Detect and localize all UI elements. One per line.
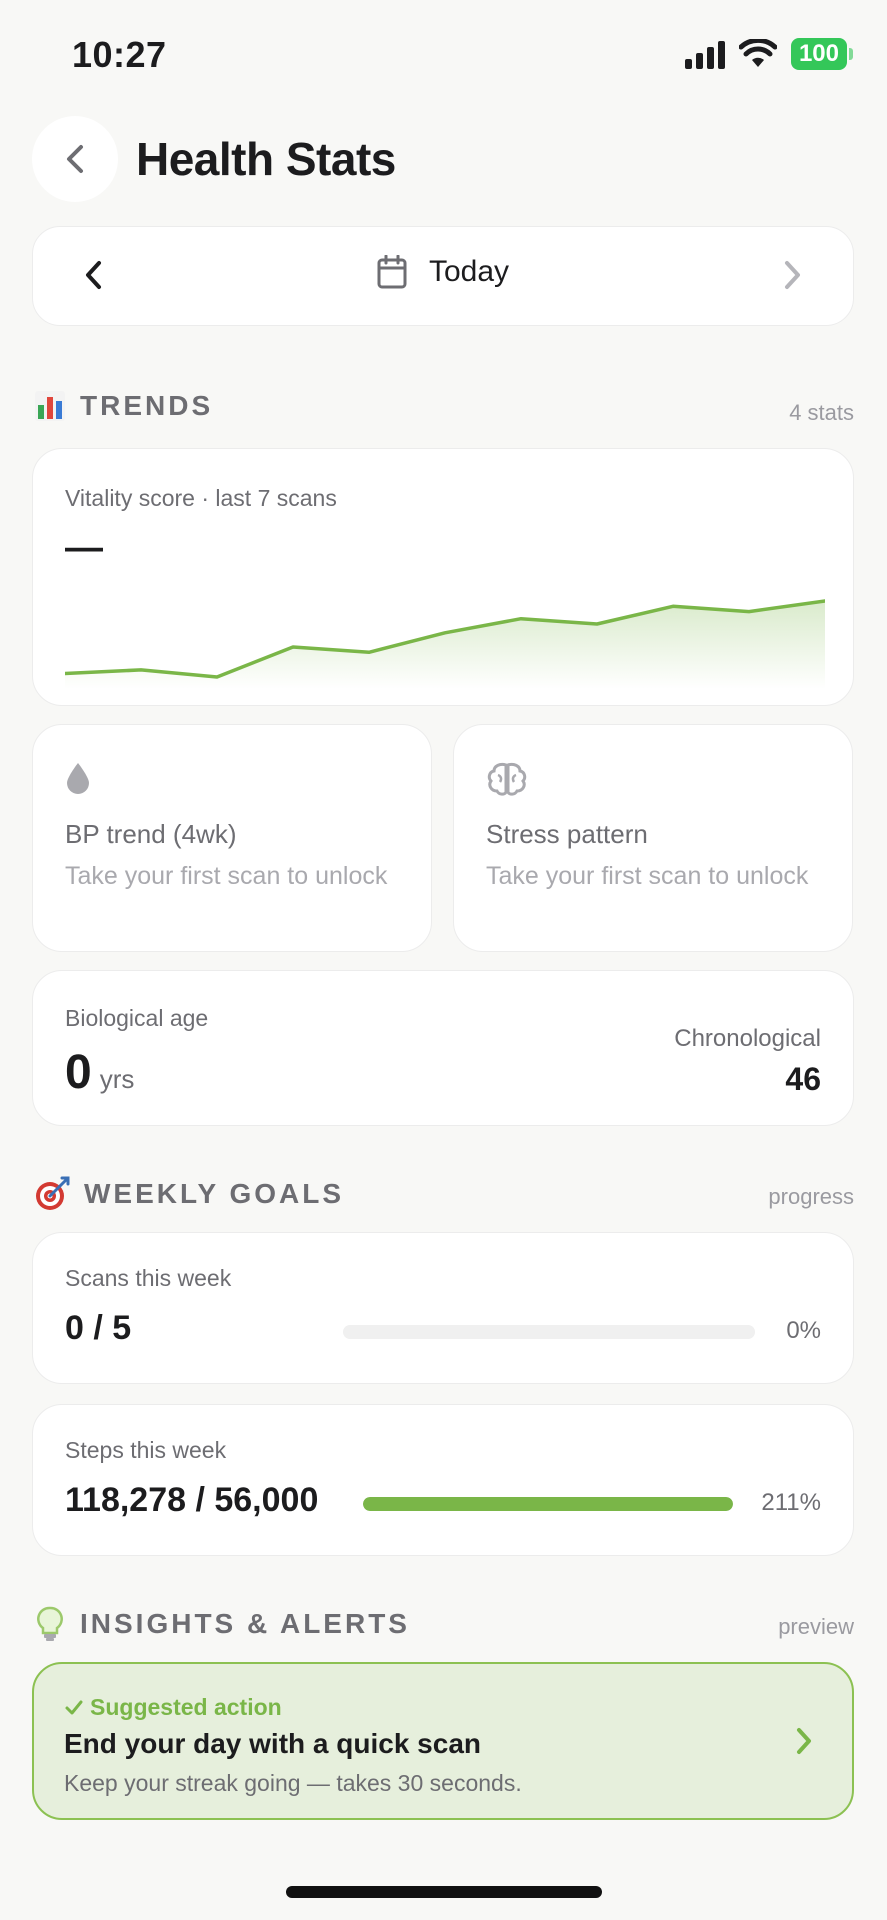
- chronological-age-label: Chronological: [674, 1025, 821, 1052]
- cellular-signal-icon: [684, 39, 725, 69]
- biological-age-unit: yrs: [99, 1064, 135, 1094]
- battery-icon: 100: [790, 38, 854, 70]
- biological-age-value: 0 yrs: [65, 1045, 134, 1100]
- next-day-button[interactable]: [781, 257, 803, 298]
- biological-age-card[interactable]: Biological age 0 yrs Chronological 46: [32, 970, 854, 1126]
- vitality-label: Vitality score · last 7 scans: [65, 485, 337, 511]
- chevron-left-icon: [67, 145, 83, 173]
- steps-progress-bar: [363, 1497, 733, 1511]
- previous-day-button[interactable]: [83, 257, 105, 298]
- vitality-area: [65, 601, 825, 689]
- home-indicator[interactable]: [286, 1886, 602, 1898]
- stress-pattern-card[interactable]: Stress pattern Take your first scan to u…: [453, 724, 853, 952]
- vitality-line: [65, 599, 825, 679]
- weekly-goals-title: WEEKLY GOALS: [84, 1178, 345, 1209]
- chevron-right-icon[interactable]: [794, 1726, 814, 1756]
- lightbulb-icon: [37, 1606, 63, 1641]
- chronological-age-value: 46: [785, 1061, 821, 1097]
- chevron-right-icon: [785, 261, 800, 289]
- stress-pattern-title: Stress pattern: [486, 819, 648, 849]
- scans-progress-bar: [343, 1325, 755, 1339]
- suggested-action-tag-label: Suggested action: [90, 1694, 282, 1720]
- biological-age-label: Biological age: [65, 1005, 209, 1031]
- date-navigator: Today: [32, 226, 854, 326]
- chevron-left-icon: [86, 261, 101, 289]
- insights-title: INSIGHTS & ALERTS: [80, 1608, 410, 1639]
- brain-icon: [487, 762, 527, 796]
- target-icon: [36, 1176, 70, 1210]
- back-button[interactable]: [32, 116, 118, 202]
- vitality-trend-chart: [65, 599, 825, 689]
- status-icons: 100: [684, 38, 854, 70]
- calendar-icon: [377, 255, 407, 289]
- steps-progress-fill: [363, 1497, 733, 1511]
- bp-trend-subtitle: Take your first scan to unlock: [65, 862, 388, 890]
- steps-goal-label: Steps this week: [65, 1437, 227, 1463]
- steps-goal-card[interactable]: Steps this week 118,278 / 56,000 211%: [32, 1404, 854, 1556]
- steps-goal-percent: 211%: [761, 1489, 821, 1516]
- trends-title: TRENDS: [80, 390, 214, 421]
- suggested-action-card[interactable]: Suggested action End your day with a qui…: [32, 1662, 854, 1820]
- suggested-action-subtitle: Keep your streak going — takes 30 second…: [64, 1770, 522, 1796]
- suggested-action-title: End your day with a quick scan: [64, 1728, 481, 1759]
- scans-goal-card[interactable]: Scans this week 0 / 5 0%: [32, 1232, 854, 1384]
- trends-meta: 4 stats: [789, 400, 854, 425]
- bar-chart-icon: [35, 391, 65, 421]
- vitality-value: —: [65, 527, 103, 569]
- insights-section-header: INSIGHTS & ALERTS: [34, 1606, 410, 1642]
- checkmark-icon: [65, 1700, 83, 1714]
- steps-goal-value: 118,278 / 56,000: [65, 1481, 319, 1519]
- suggested-action-tag: Suggested action: [64, 1694, 282, 1721]
- page-title: Health Stats: [136, 133, 396, 185]
- status-time: 10:27: [72, 34, 167, 75]
- bp-trend-title: BP trend (4wk): [65, 819, 237, 849]
- scans-goal-value: 0 / 5: [65, 1309, 132, 1347]
- vitality-score-card[interactable]: Vitality score · last 7 scans —: [32, 448, 854, 706]
- drop-icon: [67, 763, 89, 794]
- date-label: Today: [428, 255, 510, 288]
- date-selector[interactable]: Today: [33, 255, 853, 289]
- biological-age-number: 0: [65, 1046, 92, 1099]
- scans-goal-percent: 0%: [786, 1317, 821, 1344]
- stress-pattern-subtitle: Take your first scan to unlock: [486, 862, 809, 890]
- insights-meta: preview: [778, 1614, 854, 1639]
- weekly-goals-meta: progress: [768, 1184, 854, 1209]
- scans-goal-label: Scans this week: [65, 1265, 232, 1291]
- trends-section-header: TRENDS: [34, 390, 213, 422]
- weekly-goals-section-header: WEEKLY GOALS: [34, 1176, 344, 1212]
- bp-trend-card[interactable]: BP trend (4wk) Take your first scan to u…: [32, 724, 432, 952]
- wifi-icon: [738, 39, 777, 67]
